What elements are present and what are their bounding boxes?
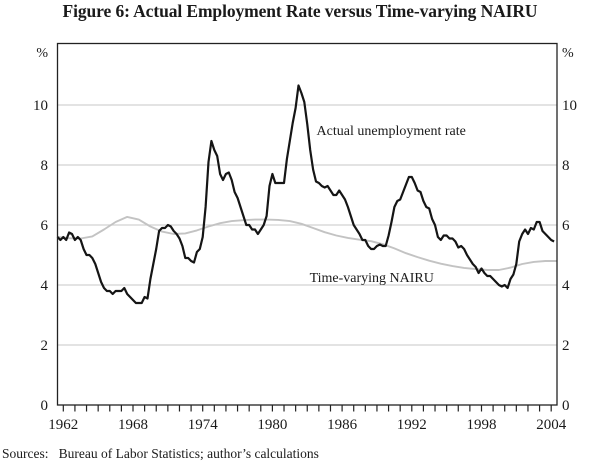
y-axis-label-right: 8: [562, 158, 570, 174]
x-axis-label: 1968: [118, 417, 148, 433]
y-axis-label-left: 6: [41, 218, 49, 234]
y-axis-label-right: 6: [562, 218, 570, 234]
y-axis-unit-left: %: [36, 46, 48, 61]
y-axis-unit-right: %: [562, 46, 574, 61]
plot-frame: [56, 42, 558, 406]
series-label-nairu: Time-varying NAIRU: [310, 271, 434, 286]
y-axis-label-left: 10: [33, 98, 48, 114]
x-axis-label: 1986: [327, 417, 358, 433]
y-axis-label-right: 0: [562, 398, 570, 414]
series-label-unemployment: Actual unemployment rate: [317, 124, 466, 139]
figure-title: Figure 6: Actual Employment Rate versus …: [62, 1, 538, 21]
y-axis-label-right: 4: [562, 278, 570, 294]
x-axis-label: 1992: [397, 417, 427, 433]
series-line-unemployment: [56, 84, 555, 305]
x-axis-label: 1980: [257, 417, 287, 433]
y-axis-label-left: 2: [41, 338, 49, 354]
y-axis-label-left: 8: [41, 158, 49, 174]
y-axis-label-right: 10: [562, 98, 577, 114]
sources-note: Sources: Bureau of Labor Statistics; aut…: [2, 446, 319, 461]
x-axis-label: 1998: [466, 417, 496, 433]
x-axis-label: 1974: [188, 417, 219, 433]
x-axis-label: 2004: [536, 417, 567, 433]
y-axis-label-left: 0: [41, 398, 49, 414]
y-axis-label-left: 4: [41, 278, 49, 294]
series-line-nairu: [57, 215, 557, 271]
y-axis-label-right: 2: [562, 338, 570, 354]
x-axis-label: 1962: [48, 417, 78, 433]
